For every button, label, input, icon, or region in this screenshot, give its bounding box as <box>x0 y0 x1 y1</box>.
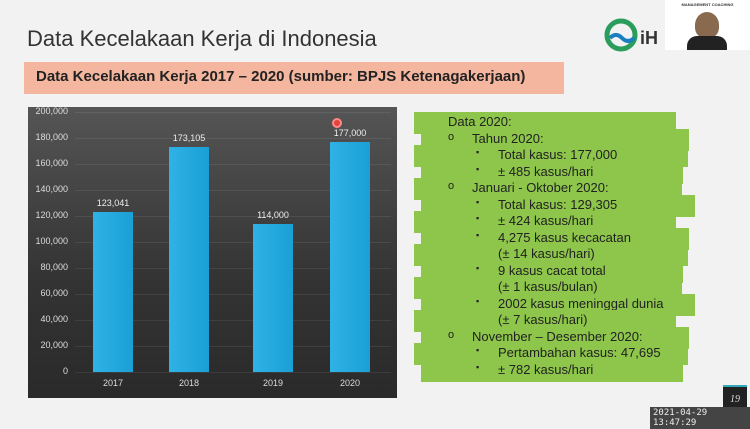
y-tick-label: 80,000 <box>40 262 68 272</box>
note-item: ▪ ± 424 kasus/hari <box>476 213 594 228</box>
note-item: ▪ ± 485 kasus/hari <box>476 163 594 179</box>
note-text: 2002 kasus meninggal dunia <box>498 295 664 311</box>
bullet-icon: ▪ <box>476 345 480 355</box>
note-text: Data 2020: <box>448 114 512 129</box>
gridline <box>75 242 391 243</box>
subtitle-highlight <box>24 62 564 94</box>
bar-chart: 0 20,000 40,000 60,000 80,000 100,000 120,000 1… <box>28 106 397 398</box>
note-text: Tahun 2020: <box>472 130 544 146</box>
note-text: Pertambahan kasus: 47,695 <box>498 345 661 360</box>
note-item: ▪ Total kasus: 129,305 <box>476 196 618 212</box>
data-label: 177,000 <box>333 127 367 138</box>
presenter-face <box>695 12 719 38</box>
note-item: (± 7 kasus/hari) <box>498 312 588 327</box>
note-text: (± 1 kasus/bulan) <box>498 279 598 294</box>
y-tick-label: 160,000 <box>35 158 68 168</box>
bar-2020 <box>330 141 370 372</box>
y-tick-label: 0 <box>62 366 68 376</box>
x-tick-label: 2018 <box>178 378 200 388</box>
y-tick-label: 60,000 <box>40 288 68 298</box>
logo-icon: iH <box>604 18 658 52</box>
gridline <box>75 190 391 191</box>
note-text: ± 424 kasus/hari <box>498 213 594 228</box>
x-tick-label: 2019 <box>262 378 284 388</box>
gridline <box>75 320 391 321</box>
gridline <box>75 164 391 165</box>
note-text: (± 7 kasus/hari) <box>498 312 588 327</box>
note-item: o Tahun 2020: <box>448 130 544 146</box>
bar-2018 <box>169 146 209 372</box>
note-text: Januari - Oktober 2020: <box>472 180 609 195</box>
data-label: 173,105 <box>172 132 206 143</box>
note-text: Total kasus: 129,305 <box>498 196 618 212</box>
company-logo: iH <box>604 18 664 59</box>
bullet-icon: ▪ <box>476 213 480 223</box>
note-item: ▪ 9 kasus cacat total <box>476 262 606 278</box>
highlight-strip <box>421 359 683 382</box>
svg-text:iH: iH <box>640 28 658 48</box>
bullet-icon: ▪ <box>476 163 480 174</box>
note-item: Data 2020: <box>448 114 512 129</box>
note-item: ▪ 4,275 kasus kecacatan <box>476 229 631 245</box>
webcam-video: MANAGEMENT COACHING <box>665 0 750 50</box>
note-item: o Januari - Oktober 2020: <box>448 180 609 195</box>
note-text: November – Desember 2020: <box>472 328 643 344</box>
camera-banner: MANAGEMENT COACHING <box>681 2 734 7</box>
bullet-icon: ▪ <box>476 295 480 306</box>
gridline <box>75 112 391 113</box>
pointer-dot <box>332 118 342 128</box>
bullet-icon: o <box>448 328 455 341</box>
bullet-icon: o <box>448 130 455 143</box>
page-number: 19 <box>723 385 747 409</box>
gridline <box>75 216 391 217</box>
gridline <box>75 346 391 347</box>
bullet-icon: ▪ <box>476 147 480 157</box>
y-tick-label: 140,000 <box>35 184 68 194</box>
note-item: ▪ 2002 kasus meninggal dunia <box>476 295 664 311</box>
bullet-icon: ▪ <box>476 229 480 240</box>
note-item: o November – Desember 2020: <box>448 328 643 344</box>
timestamp: 2021-04-29 13:47:29 <box>650 407 750 429</box>
gridline <box>75 294 391 295</box>
data-label: 114,000 <box>257 209 289 220</box>
presenter-body <box>687 36 727 50</box>
gridline <box>75 372 391 373</box>
bar-2019 <box>253 223 293 372</box>
gridline <box>75 268 391 269</box>
slide-subtitle: Data Kecelakaan Kerja 2017 – 2020 (sumbe… <box>36 68 526 85</box>
note-text: ± 782 kasus/hari <box>498 361 594 377</box>
x-tick-label: 2020 <box>339 378 361 388</box>
note-text: 4,275 kasus kecacatan <box>498 229 631 245</box>
bullet-icon: ▪ <box>476 262 480 273</box>
note-item: (± 14 kasus/hari) <box>498 246 595 261</box>
note-text: 9 kasus cacat total <box>498 262 606 278</box>
note-text: (± 14 kasus/hari) <box>498 246 595 261</box>
bullet-icon: ▪ <box>476 196 480 207</box>
gridline <box>75 138 391 139</box>
note-item: ▪ Pertambahan kasus: 47,695 <box>476 345 661 360</box>
bar-2017 <box>93 212 133 372</box>
slide-title: Data Kecelakaan Kerja di Indonesia <box>27 26 377 51</box>
bullet-icon: ▪ <box>476 361 480 372</box>
y-tick-label: 20,000 <box>40 340 68 350</box>
note-item: ▪ ± 782 kasus/hari <box>476 361 594 377</box>
data-label: 123,041 <box>96 198 130 209</box>
x-tick-label: 2017 <box>102 378 124 388</box>
note-item: ▪ Total kasus: 177,000 <box>476 147 618 162</box>
note-text: Total kasus: 177,000 <box>498 147 618 162</box>
y-tick-label: 120,000 <box>35 210 68 220</box>
y-tick-label: 40,000 <box>40 314 68 324</box>
bullet-icon: o <box>448 180 455 192</box>
note-text: ± 485 kasus/hari <box>498 163 594 179</box>
y-tick-label: 180,000 <box>35 132 68 142</box>
y-tick-label: 200,000 <box>35 106 68 116</box>
note-item: (± 1 kasus/bulan) <box>498 279 598 294</box>
y-tick-label: 100,000 <box>35 236 68 246</box>
